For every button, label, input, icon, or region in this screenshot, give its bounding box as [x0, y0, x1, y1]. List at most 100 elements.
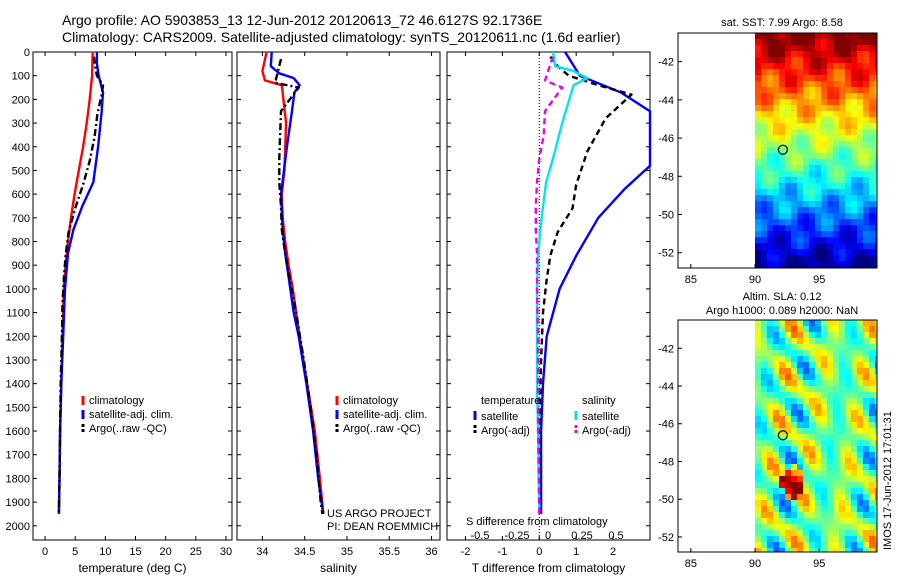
heatmap-cell [833, 458, 839, 464]
heatmap-cell [779, 177, 785, 183]
heatmap-cell [797, 440, 803, 446]
heatmap-cell [851, 141, 857, 147]
float-position-marker [777, 430, 788, 441]
heatmap-cell [803, 123, 809, 129]
heatmap-cell [815, 416, 821, 422]
heatmap-cell [857, 207, 863, 213]
heatmap-cell [821, 374, 827, 380]
y-tick-label: 1200 [6, 331, 30, 343]
heatmap-cell [833, 476, 839, 482]
heatmap-cell [833, 123, 839, 129]
heatmap-cell [755, 111, 761, 117]
heatmap-cell [857, 189, 863, 195]
heatmap-cell [821, 195, 827, 201]
heatmap-cell [845, 207, 851, 213]
heatmap-cell [791, 33, 797, 39]
heatmap-cell [821, 338, 827, 344]
heatmap-cell [833, 452, 839, 458]
heatmap-cell [869, 548, 875, 552]
y-tick-label: 1800 [6, 473, 30, 485]
heatmap-cell [779, 518, 785, 524]
heatmap-cell [803, 81, 809, 87]
heatmap-cell [857, 338, 863, 344]
heatmap-cell [833, 506, 839, 512]
heatmap-cell [809, 518, 815, 524]
heatmap-cell [761, 386, 767, 392]
heatmap-cell [767, 428, 773, 434]
heatmap-cell [767, 111, 773, 117]
heatmap-cell [809, 63, 815, 69]
heatmap-cell [785, 338, 791, 344]
heatmap-cell [767, 464, 773, 470]
sla-map-title-line1: Altim. SLA: 0.12 [743, 291, 822, 303]
heatmap-cell [827, 428, 833, 434]
heatmap-cell [779, 117, 785, 123]
heatmap-cell [839, 422, 845, 428]
heatmap-cell [815, 500, 821, 506]
heatmap-cell [785, 548, 791, 552]
heatmap-cell [845, 494, 851, 500]
heatmap-cell [815, 165, 821, 171]
heatmap-cell [869, 494, 875, 500]
heatmap-cell [869, 464, 875, 470]
heatmap-cell [755, 458, 761, 464]
heatmap-cell [797, 249, 803, 255]
heatmap-cell [791, 213, 797, 219]
heatmap-cell [755, 542, 761, 548]
heatmap-cell [755, 195, 761, 201]
heatmap-cell [815, 332, 821, 338]
heatmap-cell [863, 93, 869, 99]
heatmap-cell [773, 320, 779, 326]
heatmap-cell [785, 177, 791, 183]
heatmap-cell [779, 261, 785, 267]
heatmap-cell [845, 165, 851, 171]
heatmap-cell [785, 350, 791, 356]
heatmap-cell [779, 476, 785, 482]
heatmap-cell [875, 530, 877, 536]
heatmap-cell [863, 512, 869, 518]
heatmap-cell [875, 404, 877, 410]
heatmap-cell [803, 33, 809, 39]
legend-label: satellite-adj. clim. [89, 409, 173, 421]
heatmap-cell [875, 57, 877, 63]
heatmap-cell [761, 392, 767, 398]
heatmap-cell [755, 213, 761, 219]
heatmap-cell [821, 470, 827, 476]
heatmap-cell [755, 326, 761, 332]
heatmap-cell [767, 87, 773, 93]
heatmap-cell [755, 45, 761, 51]
heatmap-cell [851, 225, 857, 231]
heatmap-cell [857, 33, 863, 39]
heatmap-cell [845, 476, 851, 482]
heatmap-cell [779, 512, 785, 518]
heatmap-cell [845, 63, 851, 69]
heatmap-cell [845, 368, 851, 374]
heatmap-cell [767, 446, 773, 452]
heatmap-cell [863, 213, 869, 219]
heatmap-cell [815, 374, 821, 380]
heatmap-cell [827, 69, 833, 75]
heatmap-cell [869, 87, 875, 93]
heatmap-cell [755, 494, 761, 500]
heatmap-cell [797, 320, 803, 326]
heatmap-cell [863, 506, 869, 512]
heatmap-cell [833, 548, 839, 552]
heatmap-cell [815, 362, 821, 368]
heatmap-cell [785, 87, 791, 93]
heatmap-cell [815, 147, 821, 153]
heatmap-cell [815, 249, 821, 255]
heatmap-cell [839, 350, 845, 356]
heatmap-cell [755, 57, 761, 63]
heatmap-cell [815, 350, 821, 356]
heatmap-cell [827, 177, 833, 183]
heatmap-cell [791, 458, 797, 464]
heatmap-cell [815, 87, 821, 93]
heatmap-cell [791, 530, 797, 536]
y-tick-label: -52 [658, 248, 674, 260]
heatmap-cell [839, 326, 845, 332]
heatmap-cell [797, 410, 803, 416]
heatmap-cell [851, 398, 857, 404]
heatmap-cell [773, 123, 779, 129]
heatmap-cell [755, 261, 761, 267]
